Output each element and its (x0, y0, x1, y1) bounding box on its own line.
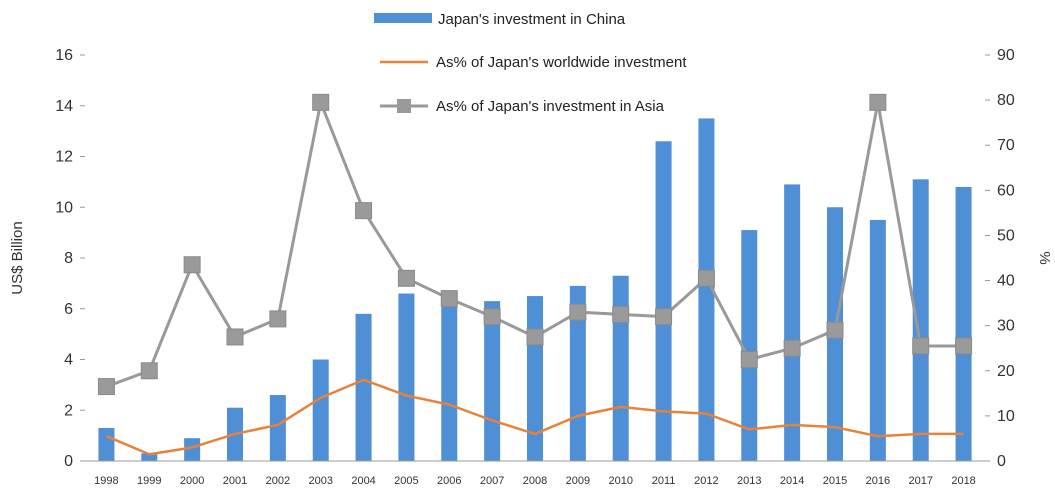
bar (398, 293, 415, 461)
series-line (105, 378, 964, 456)
legend-swatch-marker (397, 99, 411, 113)
x-tick-label: 2015 (823, 475, 847, 487)
y-tick-label: 12 (55, 149, 73, 166)
bar (441, 301, 458, 461)
point-marker (826, 321, 844, 339)
bar (312, 359, 329, 461)
x-tick-label: 1999 (137, 475, 161, 487)
x-tick-label: 2012 (694, 475, 718, 487)
y2-tick-label: 0 (997, 453, 1006, 470)
point-marker (783, 339, 801, 357)
point-marker (440, 290, 458, 308)
point-marker (483, 308, 501, 326)
point-marker (526, 328, 544, 346)
x-tick-label: 2009 (566, 475, 590, 487)
point-marker (955, 337, 973, 355)
x-tick-label: 2001 (223, 475, 247, 487)
y2-tick-label: 30 (997, 318, 1015, 335)
x-tick-label: 1998 (94, 475, 118, 487)
y2-tick-label: 70 (997, 137, 1015, 154)
point-marker (355, 202, 373, 220)
y-tick-label: 14 (55, 98, 73, 115)
y-tick-label: 4 (64, 352, 73, 369)
point-marker (140, 362, 158, 380)
bar (698, 118, 715, 461)
bar (98, 428, 115, 461)
bar (269, 395, 286, 461)
y2-tick-label: 90 (997, 47, 1015, 64)
x-tick-label: 2018 (951, 475, 975, 487)
bar (355, 313, 372, 461)
point-marker (97, 378, 115, 396)
legend-label: Japan's investment in China (438, 11, 626, 28)
legend-label: As% of Japan's worldwide investment (436, 54, 687, 71)
point-marker (869, 93, 887, 111)
point-marker (912, 337, 930, 355)
y2-tick-label: 60 (997, 182, 1015, 199)
y-tick-label: 0 (64, 453, 73, 470)
x-tick-label: 2006 (437, 475, 461, 487)
bar (869, 219, 886, 461)
point-marker (269, 310, 287, 328)
y-axis-right: 0 10 20 30 40 50 60 70 80 90 (985, 47, 1015, 470)
point-marker (612, 305, 630, 323)
x-tick-label: 2011 (652, 475, 676, 487)
bar (741, 230, 758, 461)
x-tick-label: 2005 (394, 475, 418, 487)
point-marker (397, 269, 415, 287)
x-tick-label: 2002 (266, 475, 290, 487)
y2-axis-title: % (1036, 251, 1053, 264)
x-tick-label: 2008 (523, 475, 547, 487)
legend-swatch-bar (374, 13, 432, 23)
bar (612, 275, 629, 461)
legend-label: As% of Japan's investment in Asia (436, 98, 665, 115)
y-tick-label: 16 (55, 47, 73, 64)
x-tick-label: 2004 (351, 475, 375, 487)
y2-tick-label: 40 (997, 273, 1015, 290)
y-tick-label: 8 (64, 250, 73, 267)
x-tick-label: 2013 (737, 475, 761, 487)
bar-series (98, 118, 972, 461)
x-tick-label: 2014 (780, 475, 804, 487)
point-marker (183, 256, 201, 274)
legend: Japan's investment in China As% of Japan… (374, 11, 687, 115)
y2-tick-label: 10 (997, 408, 1015, 425)
x-tick-label: 2003 (308, 475, 332, 487)
bar (955, 186, 972, 461)
y-tick-label: 6 (64, 301, 73, 318)
x-tick-label: 2016 (866, 475, 890, 487)
point-marker (312, 93, 330, 111)
line-series (97, 93, 973, 456)
point-marker (569, 303, 587, 321)
y-tick-label: 2 (64, 402, 73, 419)
point-marker (697, 269, 715, 287)
y-tick-label: 10 (55, 199, 73, 216)
bar (527, 296, 543, 461)
x-tick-label: 2007 (480, 475, 504, 487)
bar (912, 179, 929, 461)
x-axis: 1998 1999 2000 2001 2002 2003 2004 2005 2006 2007… (94, 475, 976, 487)
bar (784, 184, 801, 461)
point-marker (226, 328, 244, 346)
y2-tick-label: 80 (997, 92, 1015, 109)
y2-tick-label: 50 (997, 227, 1015, 244)
y-axis-left: 0 2 4 6 8 10 12 14 16 (55, 47, 85, 470)
y-axis-title: US$ Billion (9, 221, 26, 294)
x-tick-label: 2010 (608, 475, 632, 487)
point-marker (655, 308, 673, 326)
bar (184, 438, 201, 461)
bar (655, 141, 672, 461)
x-tick-label: 2000 (180, 475, 204, 487)
y2-tick-label: 20 (997, 363, 1015, 380)
x-tick-label: 2017 (908, 475, 932, 487)
bar (141, 453, 158, 461)
point-marker (740, 351, 758, 368)
